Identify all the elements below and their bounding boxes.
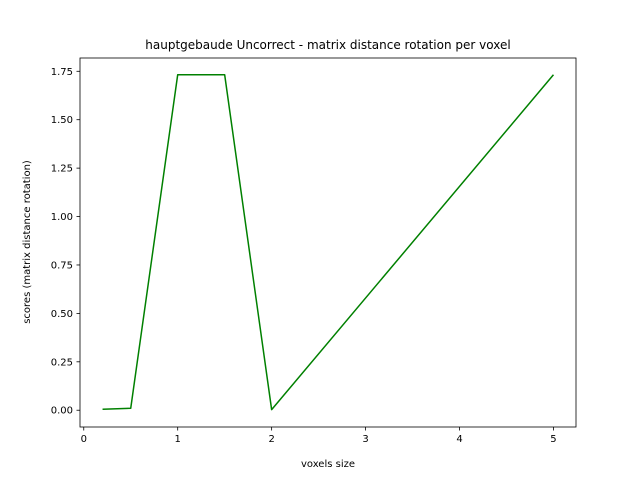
chart-title: hauptgebaude Uncorrect - matrix distance… <box>145 38 510 52</box>
series-line-0 <box>102 74 555 411</box>
x-tick-label: 4 <box>456 434 462 445</box>
y-tick-label: 1.25 <box>51 164 73 175</box>
y-tick-label: 0.75 <box>51 260 73 271</box>
y-axis-label: scores (matrix distance rotation) <box>22 160 33 324</box>
y-tick-label: 0.25 <box>51 357 73 368</box>
y-tick-label: 1.00 <box>51 212 73 223</box>
y-axis-ticks: 0.00 0.25 0.50 0.75 1.00 1.25 1.50 1.75 <box>51 67 80 417</box>
x-axis-label: voxels size <box>301 459 355 470</box>
x-tick-label: 3 <box>362 434 368 445</box>
x-tick-label: 5 <box>550 434 556 445</box>
x-tick-label: 1 <box>175 434 181 445</box>
plot-area <box>79 57 577 428</box>
x-tick-label: 2 <box>268 434 274 445</box>
x-axis-ticks: 0 1 2 3 4 5 <box>81 427 557 445</box>
y-tick-label: 1.75 <box>51 67 73 78</box>
axes-frame <box>79 57 577 428</box>
x-tick-label: 0 <box>81 434 87 445</box>
y-tick-label: 1.50 <box>51 115 73 126</box>
y-tick-label: 0.50 <box>51 309 73 320</box>
y-tick-label: 0.00 <box>51 406 73 417</box>
